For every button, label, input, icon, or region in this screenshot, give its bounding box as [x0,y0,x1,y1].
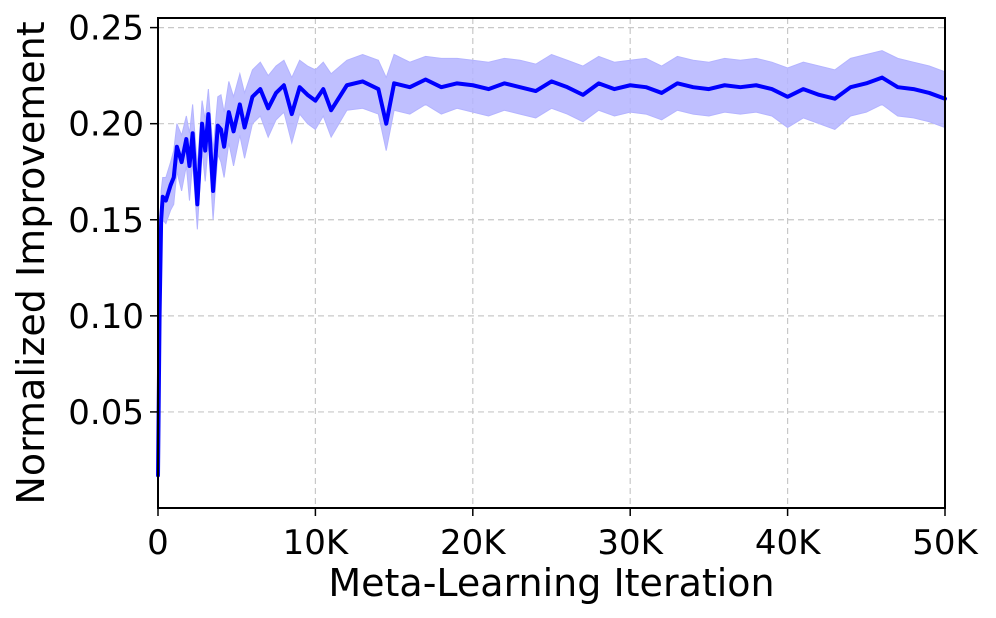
mean-line [156,75,947,478]
mean-line-layer [156,75,947,478]
confidence-band-layer [157,50,946,485]
y-tick-label: 0.20 [68,105,144,145]
x-axis-label: Meta-Learning Iteration [328,561,774,605]
x-tick-label: 30K [597,523,664,563]
y-axis-label: Normalized Improvement [9,21,53,504]
y-tick-label: 0.15 [68,201,144,241]
y-tick-label: 0.25 [68,9,144,49]
x-tick-label: 50K [912,523,979,563]
y-tick-label: 0.05 [68,393,144,433]
x-tick-label: 10K [283,523,350,563]
plot-area-frame [157,17,946,509]
x-tick-label: 20K [440,523,507,563]
x-tick-label: 0 [147,523,169,563]
confidence-band [157,50,946,485]
x-tick-label: 40K [755,523,822,563]
y-tick-label: 0.10 [68,297,144,337]
axis-ticks: 0 10K 20K 30K 40K 50K 0.05 0.10 0.15 0.20 0.25 [68,9,979,563]
